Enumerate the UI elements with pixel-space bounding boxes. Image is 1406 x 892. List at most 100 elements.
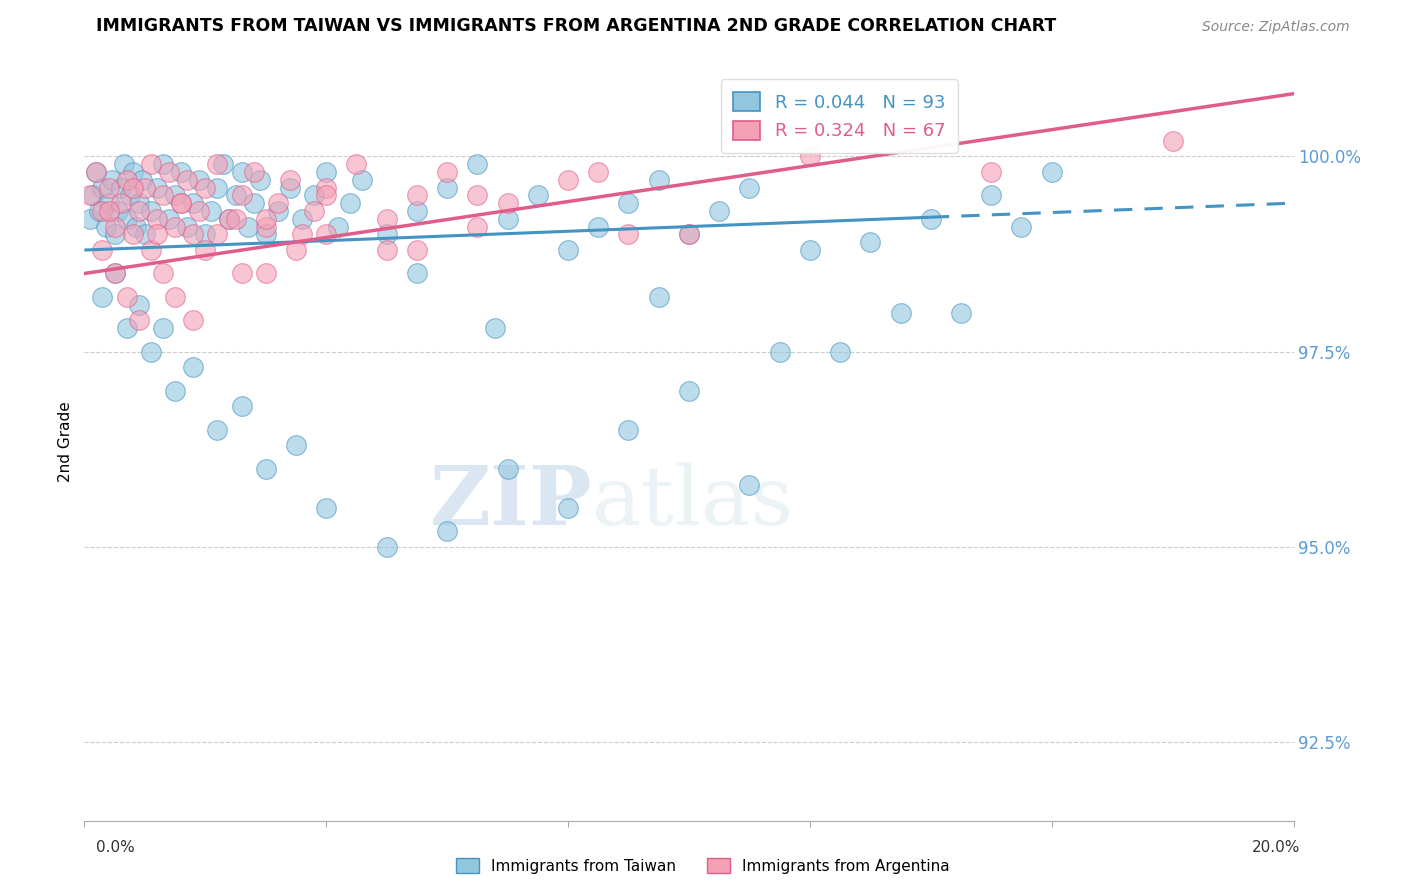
Point	[352, 172, 374, 186]
Point	[97, 196, 120, 211]
Point	[254, 267, 277, 281]
Point	[1161, 134, 1184, 148]
Point	[139, 203, 162, 218]
Point	[121, 180, 143, 194]
Point	[121, 227, 143, 242]
Point	[165, 188, 187, 202]
Point	[97, 180, 120, 194]
Point	[112, 157, 135, 171]
Point	[231, 188, 253, 202]
Point	[104, 219, 127, 234]
Text: 0.0%: 0.0%	[96, 840, 135, 855]
Point	[181, 196, 204, 211]
Point	[91, 243, 114, 257]
Point	[375, 243, 398, 257]
Point	[100, 172, 122, 186]
Text: atlas: atlas	[592, 462, 794, 542]
Point	[181, 227, 204, 242]
Point	[242, 196, 264, 211]
Point	[86, 165, 108, 179]
Point	[315, 188, 337, 202]
Point	[188, 203, 211, 218]
Point	[709, 203, 731, 218]
Point	[115, 172, 138, 186]
Point	[302, 203, 325, 218]
Point	[231, 400, 253, 414]
Point	[128, 196, 150, 211]
Point	[115, 290, 138, 304]
Point	[82, 188, 104, 202]
Point	[799, 243, 821, 257]
Point	[678, 384, 700, 398]
Point	[267, 203, 290, 218]
Point	[121, 165, 143, 179]
Point	[79, 188, 101, 202]
Point	[152, 321, 174, 335]
Point	[194, 180, 217, 194]
Point	[128, 203, 150, 218]
Point	[980, 188, 1002, 202]
Point	[176, 219, 198, 234]
Point	[267, 196, 290, 211]
Text: 20.0%: 20.0%	[1253, 840, 1301, 855]
Point	[104, 227, 127, 242]
Point	[194, 243, 217, 257]
Point	[134, 227, 156, 242]
Point	[176, 172, 198, 186]
Point	[225, 188, 247, 202]
Point	[157, 211, 180, 226]
Point	[212, 157, 235, 171]
Point	[170, 196, 193, 211]
Point	[79, 211, 101, 226]
Point	[467, 219, 489, 234]
Point	[375, 211, 398, 226]
Point	[200, 203, 222, 218]
Point	[436, 165, 458, 179]
Point	[207, 227, 229, 242]
Point	[152, 188, 174, 202]
Point	[157, 165, 180, 179]
Point	[207, 157, 229, 171]
Point	[110, 180, 132, 194]
Point	[738, 477, 761, 491]
Point	[406, 188, 429, 202]
Point	[375, 540, 398, 554]
Point	[91, 290, 114, 304]
Point	[107, 203, 129, 218]
Point	[557, 243, 579, 257]
Point	[91, 180, 114, 194]
Legend: Immigrants from Taiwan, Immigrants from Argentina: Immigrants from Taiwan, Immigrants from …	[450, 852, 956, 880]
Point	[254, 462, 277, 476]
Point	[152, 267, 174, 281]
Point	[496, 462, 519, 476]
Point	[617, 196, 640, 211]
Point	[890, 305, 912, 319]
Point	[139, 344, 162, 359]
Point	[557, 500, 579, 515]
Point	[134, 180, 156, 194]
Point	[115, 321, 138, 335]
Point	[375, 227, 398, 242]
Point	[218, 211, 240, 226]
Point	[315, 500, 337, 515]
Point	[231, 165, 253, 179]
Point	[181, 360, 204, 375]
Point	[588, 165, 610, 179]
Point	[1040, 165, 1063, 179]
Point	[249, 172, 271, 186]
Point	[291, 211, 314, 226]
Point	[89, 203, 111, 218]
Point	[285, 243, 308, 257]
Point	[104, 267, 127, 281]
Point	[315, 165, 337, 179]
Point	[346, 157, 368, 171]
Point	[738, 180, 761, 194]
Point	[97, 203, 120, 218]
Point	[315, 180, 337, 194]
Point	[207, 423, 229, 437]
Point	[920, 211, 942, 226]
Point	[170, 165, 193, 179]
Point	[484, 321, 506, 335]
Y-axis label: 2nd Grade: 2nd Grade	[58, 401, 73, 482]
Point	[557, 172, 579, 186]
